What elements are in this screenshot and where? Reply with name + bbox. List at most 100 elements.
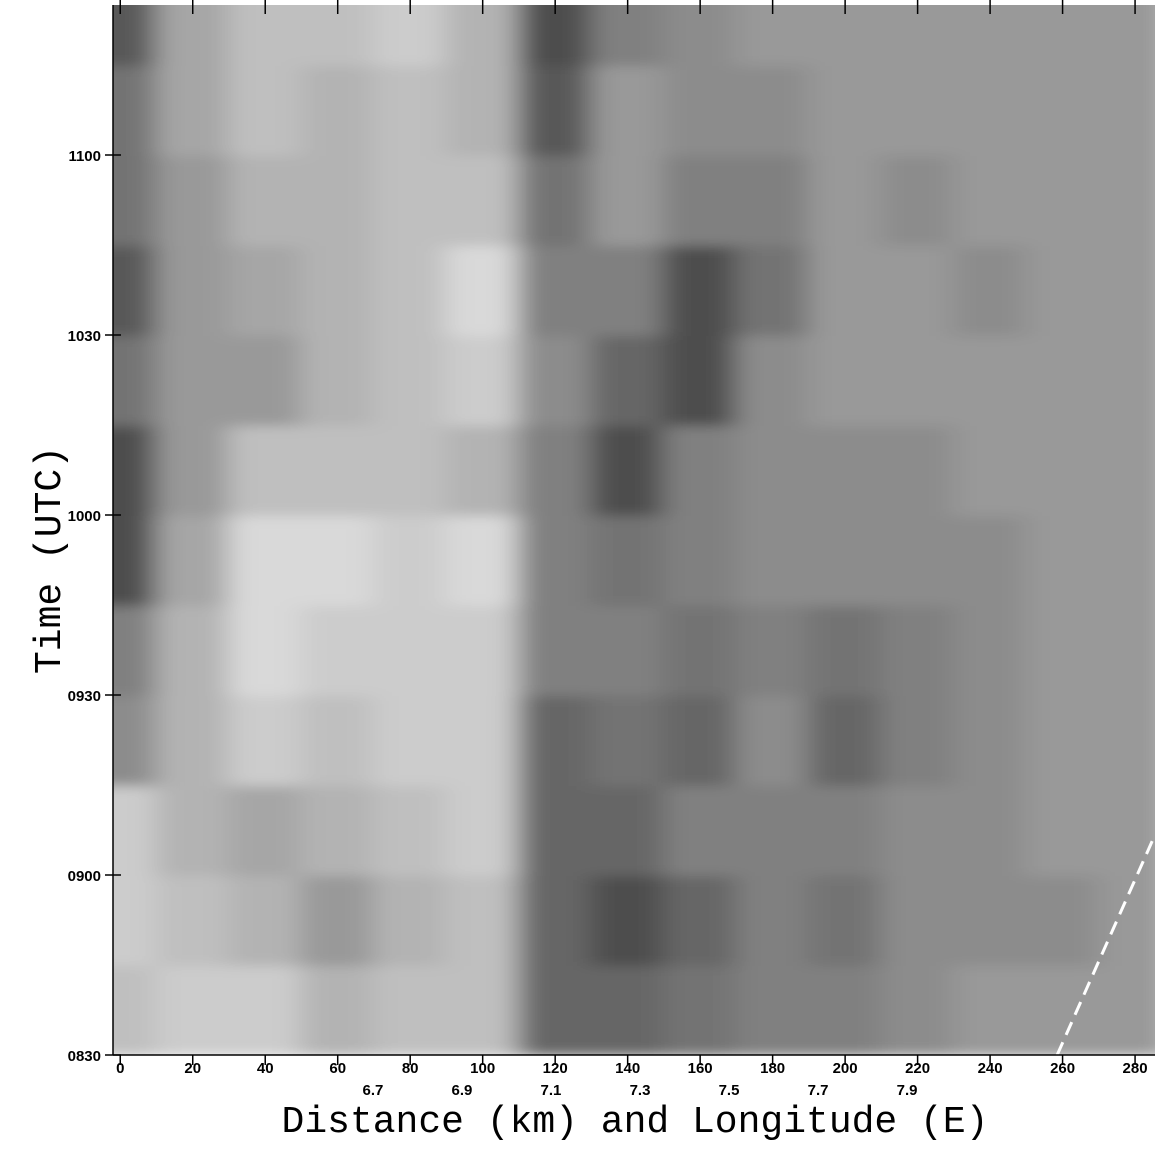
heatmap-cell — [300, 784, 375, 876]
heatmap-cell — [227, 64, 303, 156]
heatmap-cell — [1025, 874, 1100, 966]
heatmap-cell — [952, 424, 1028, 516]
heatmap-cell — [1097, 64, 1155, 156]
heatmap-cell — [113, 874, 158, 966]
heatmap-cell — [1025, 244, 1100, 336]
heatmap-cell — [445, 154, 520, 246]
heatmap-cell — [590, 5, 665, 66]
heatmap-cell — [1025, 5, 1100, 66]
heatmap-cell — [517, 694, 593, 786]
x2-tick-label: 7.1 — [541, 1082, 562, 1099]
heatmap-cell — [113, 604, 158, 696]
y-tick-label: 1030 — [68, 328, 101, 345]
x-tick-label: 40 — [257, 1060, 274, 1077]
heatmap-cell — [372, 694, 448, 786]
heatmap-cell — [880, 604, 955, 696]
heatmap-cell — [517, 334, 593, 426]
heatmap-cell — [155, 694, 230, 786]
heatmap-cell — [807, 64, 883, 156]
x2-tick-label: 6.9 — [452, 1082, 473, 1099]
heatmap-cell — [662, 964, 738, 1055]
heatmap-cell — [517, 514, 593, 606]
heatmap-cell — [880, 784, 955, 876]
heatmap-cell — [880, 5, 955, 66]
heatmap-cell — [113, 514, 158, 606]
heatmap-cell — [807, 604, 883, 696]
heatmap-cell — [113, 154, 158, 246]
reference-line — [1055, 834, 1155, 1055]
heatmap-cell — [880, 334, 955, 426]
y-tick-label: 0900 — [68, 868, 101, 885]
heatmap-cell — [1025, 334, 1100, 426]
heatmap-cell — [735, 514, 810, 606]
heatmap-cell — [155, 244, 230, 336]
heatmap-cell — [227, 334, 303, 426]
x-tick-label: 160 — [688, 1060, 713, 1077]
heatmap-cell — [445, 694, 520, 786]
heatmap-cell — [372, 424, 448, 516]
heatmap-cell — [155, 154, 230, 246]
heatmap-cell — [300, 5, 375, 66]
heatmap-cell — [735, 244, 810, 336]
x-tick-label: 20 — [184, 1060, 201, 1077]
heatmap-cell — [952, 964, 1028, 1055]
heatmap-cell — [155, 64, 230, 156]
heatmap-cell — [517, 244, 593, 336]
heatmap-cell — [1025, 784, 1100, 876]
heatmap-cell — [807, 244, 883, 336]
heatmap-cell — [1025, 694, 1100, 786]
heatmap-cell — [590, 784, 665, 876]
heatmap-cell — [372, 64, 448, 156]
heatmap-cell — [880, 424, 955, 516]
heatmap-cell — [113, 5, 158, 66]
heatmap-cell — [155, 334, 230, 426]
heatmap-cell — [807, 874, 883, 966]
heatmap-cell — [590, 424, 665, 516]
heatmap-cell — [445, 424, 520, 516]
x-tick-label: 140 — [615, 1060, 640, 1077]
heatmap-cell — [662, 334, 738, 426]
x-tick-label: 200 — [833, 1060, 858, 1077]
x-tick-label: 180 — [760, 1060, 785, 1077]
x-tick-label: 280 — [1123, 1060, 1148, 1077]
heatmap-cell — [590, 244, 665, 336]
heatmap-cell — [1097, 334, 1155, 426]
heatmap-cell — [952, 5, 1028, 66]
heatmap-cell — [807, 784, 883, 876]
heatmap-cell — [590, 154, 665, 246]
x2-tick-label: 7.5 — [719, 1082, 740, 1099]
heatmap-cell — [952, 514, 1028, 606]
heatmap-cell — [113, 244, 158, 336]
heatmap-cell — [155, 514, 230, 606]
x-tick-label: 120 — [543, 1060, 568, 1077]
heatmap-cell — [155, 604, 230, 696]
heatmap-cell — [807, 424, 883, 516]
heatmap-cell — [1097, 874, 1155, 966]
x2-tick-label: 7.3 — [630, 1082, 651, 1099]
heatmap-cell — [662, 514, 738, 606]
heatmap-cell — [300, 604, 375, 696]
heatmap-cell — [372, 154, 448, 246]
heatmap-cell — [880, 244, 955, 336]
heatmap-cell — [113, 784, 158, 876]
heatmap-cell — [372, 964, 448, 1055]
heatmap-cell — [445, 964, 520, 1055]
heatmap-cell — [735, 64, 810, 156]
heatmap-cell — [155, 784, 230, 876]
heatmap-cell — [880, 64, 955, 156]
heatmap-cell — [155, 874, 230, 966]
heatmap-cell — [300, 694, 375, 786]
heatmap-cell — [445, 5, 520, 66]
heatmap-cell — [372, 244, 448, 336]
heatmap-cell — [662, 784, 738, 876]
heatmap-cell — [735, 874, 810, 966]
heatmap-cell — [662, 424, 738, 516]
heatmap-cell — [590, 334, 665, 426]
heatmap-cell — [1025, 64, 1100, 156]
heatmap-cell — [155, 964, 230, 1055]
heatmap-cell — [445, 784, 520, 876]
heatmap-cell — [300, 514, 375, 606]
heatmap-cell — [155, 5, 230, 66]
heatmap-cell — [227, 5, 303, 66]
